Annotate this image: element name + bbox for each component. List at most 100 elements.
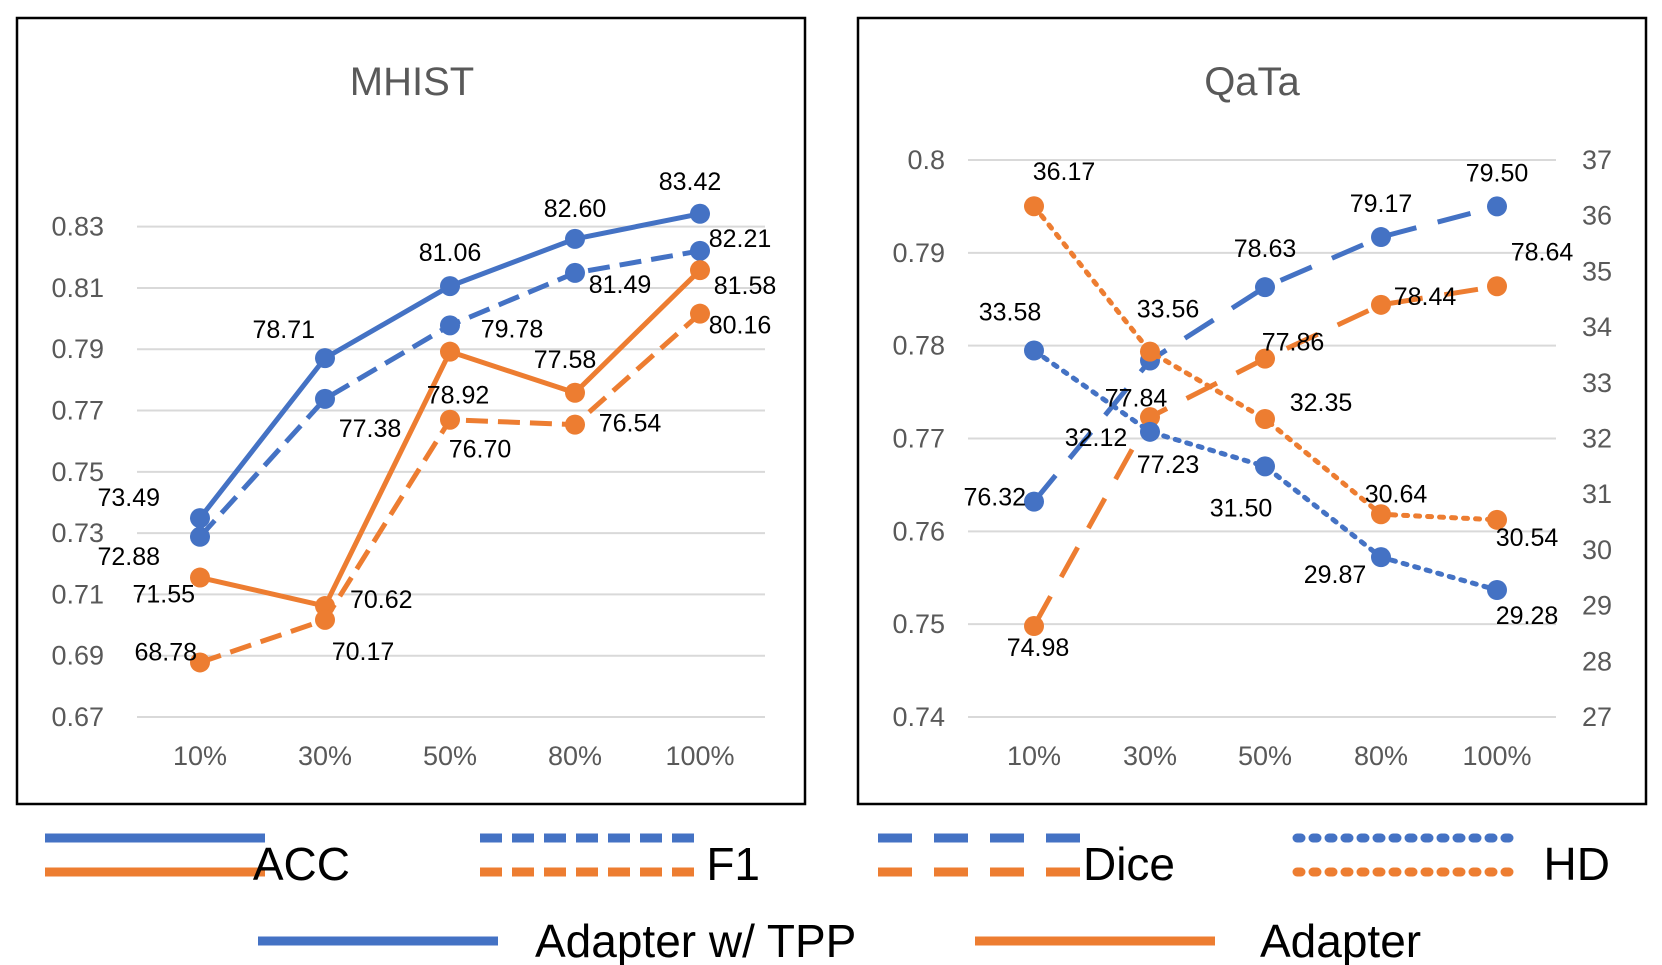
qata-adapter-hd-label: 33.56	[1137, 296, 1200, 324]
mhist-adapter-w-tpp-acc-point	[440, 276, 460, 297]
qata-adapter-dice-point	[1487, 276, 1507, 297]
qata-y2-tick: 36	[1582, 201, 1612, 231]
mhist-adapter-w-tpp-f1-point	[315, 388, 335, 409]
mhist-adapter-acc-label: 71.55	[132, 581, 195, 609]
qata-chart: QaTa 0.74 0.75 0.76 0.77 0.78 0.79 0.8 27 28 29 30 3…	[892, 60, 1612, 771]
legend-adapter-w-tpp-label: Adapter w/ TPP	[535, 915, 856, 965]
qata-y2-tick: 37	[1582, 145, 1612, 175]
mhist-adapter-acc-point	[565, 382, 585, 403]
mhist-x-tick: 100%	[665, 741, 734, 771]
qata-adapter-w-tpp-dice-point	[1371, 227, 1391, 248]
mhist-adapter-w-tpp-f1-label: 82.21	[709, 225, 772, 253]
qata-y-tick: 0.79	[892, 238, 945, 268]
mhist-adapter-acc-point	[440, 341, 460, 362]
mhist-adapter-acc-label: 77.58	[534, 346, 597, 374]
qata-x-tick: 10%	[1007, 741, 1061, 771]
qata-adapter-w-tpp-hd-point	[1487, 580, 1507, 601]
mhist-y-tick: 0.69	[51, 641, 104, 671]
qata-adapter-w-tpp-hd-point	[1140, 421, 1160, 442]
mhist-adapter-f1-label: 68.78	[134, 638, 197, 666]
mhist-y-tick: 0.77	[51, 396, 104, 426]
qata-adapter-w-tpp-hd-label: 32.12	[1065, 424, 1128, 452]
qata-adapter-w-tpp-hd-label: 31.50	[1210, 494, 1273, 522]
mhist-adapter-acc-label: 70.62	[350, 586, 413, 614]
legend-adapter-label: Adapter	[1260, 915, 1421, 965]
qata-adapter-hd-label: 32.35	[1290, 389, 1353, 417]
legend-hd-label: HD	[1544, 838, 1610, 890]
mhist-adapter-w-tpp-acc-label: 83.42	[659, 168, 722, 196]
mhist-adapter-w-tpp-f1-point	[690, 240, 710, 261]
qata-y2-tick: 35	[1582, 256, 1612, 286]
qata-x-tick: 100%	[1462, 741, 1531, 771]
qata-adapter-hd-point	[1371, 504, 1391, 525]
qata-adapter-hd-point	[1255, 409, 1275, 430]
qata-adapter-hd-label: 36.17	[1033, 158, 1096, 186]
mhist-adapter-f1-line	[199, 311, 702, 665]
mhist-y-tick: 0.81	[51, 273, 104, 303]
mhist-adapter-w-tpp-f1-point	[190, 526, 210, 547]
mhist-adapter-w-tpp-acc-point	[190, 508, 210, 529]
mhist-adapter-acc-label: 81.58	[714, 272, 777, 300]
qata-y2-tick: 28	[1582, 646, 1612, 676]
qata-adapter-dice-label: 77.86	[1262, 329, 1325, 357]
mhist-adapter-f1-label: 80.16	[709, 312, 772, 340]
mhist-adapter-w-tpp-acc-label: 81.06	[419, 239, 482, 267]
legend-f1-label: F1	[706, 838, 760, 890]
mhist-y-tick: 0.75	[51, 457, 104, 487]
mhist-adapter-f1-label: 76.70	[449, 436, 512, 464]
qata-adapter-w-tpp-hd-label: 33.58	[979, 298, 1042, 326]
qata-title: QaTa	[1204, 60, 1300, 104]
mhist-adapter-f1-point	[315, 609, 335, 630]
qata-y-tick: 0.8	[907, 145, 945, 175]
mhist-adapter-w-tpp-acc-point	[565, 228, 585, 249]
qata-adapter-dice-point	[1371, 294, 1391, 315]
mhist-adapter-w-tpp-f1-label: 72.88	[97, 543, 160, 571]
qata-adapter-dice-point	[1140, 407, 1160, 428]
mhist-y-tick: 0.73	[51, 518, 104, 548]
mhist-panel-frame	[15, 16, 807, 806]
mhist-x-tick: 80%	[548, 741, 602, 771]
legend: ACC F1 Dice HD Adapter w/ TPP Adapter	[45, 833, 1610, 965]
mhist-adapter-w-tpp-f1-point	[440, 315, 460, 336]
mhist-adapter-f1-label: 70.17	[332, 638, 395, 666]
mhist-chart: MHIST 0.67 0.69 0.71 0.73 0.75 0.77 0.79 0.81 0.8…	[51, 60, 776, 771]
qata-y-tick: 0.76	[892, 516, 945, 546]
qata-adapter-dice-label: 77.23	[1137, 451, 1200, 479]
mhist-y-tick: 0.71	[51, 579, 104, 609]
mhist-adapter-w-tpp-acc-label: 78.71	[252, 316, 315, 344]
qata-adapter-w-tpp-dice-point	[1487, 196, 1507, 217]
qata-adapter-w-tpp-dice-label: 79.50	[1466, 159, 1529, 187]
mhist-title: MHIST	[350, 60, 474, 104]
mhist-y-tick: 0.83	[51, 212, 104, 242]
mhist-adapter-w-tpp-acc-point	[315, 348, 335, 369]
qata-adapter-w-tpp-hd-point	[1024, 340, 1044, 361]
qata-adapter-dice-point	[1255, 348, 1275, 369]
qata-panel-frame	[856, 16, 1648, 806]
qata-adapter-w-tpp-dice-label: 76.32	[963, 484, 1026, 512]
mhist-adapter-f1-label: 76.54	[599, 410, 662, 438]
qata-adapter-hd-line	[1031, 203, 1500, 523]
qata-adapter-w-tpp-dice-label: 78.63	[1234, 235, 1297, 263]
mhist-y-tick: 0.67	[51, 702, 104, 732]
qata-adapter-w-tpp-hd-point	[1371, 547, 1391, 568]
qata-x-tick: 50%	[1238, 741, 1292, 771]
qata-x-tick: 30%	[1123, 741, 1177, 771]
qata-y2-tick: 34	[1582, 312, 1612, 342]
qata-adapter-hd-point	[1024, 196, 1044, 217]
qata-adapter-w-tpp-hd-point	[1255, 456, 1275, 477]
legend-dice-label: Dice	[1083, 838, 1175, 890]
legend-acc-label: ACC	[253, 838, 350, 890]
qata-x-tick: 80%	[1354, 741, 1408, 771]
qata-y2-tick: 30	[1582, 535, 1612, 565]
mhist-adapter-acc-point	[190, 567, 210, 588]
qata-adapter-dice-label: 78.64	[1511, 238, 1574, 266]
qata-adapter-hd-label: 30.64	[1365, 480, 1428, 508]
qata-adapter-dice-point	[1024, 616, 1044, 637]
qata-y-tick: 0.74	[892, 702, 945, 732]
qata-adapter-w-tpp-dice-label: 79.17	[1350, 190, 1413, 218]
mhist-adapter-w-tpp-f1-label: 79.78	[481, 315, 544, 343]
mhist-adapter-f1-point	[190, 652, 210, 673]
mhist-x-tick: 50%	[423, 741, 477, 771]
qata-adapter-dice-label: 78.44	[1394, 283, 1457, 311]
